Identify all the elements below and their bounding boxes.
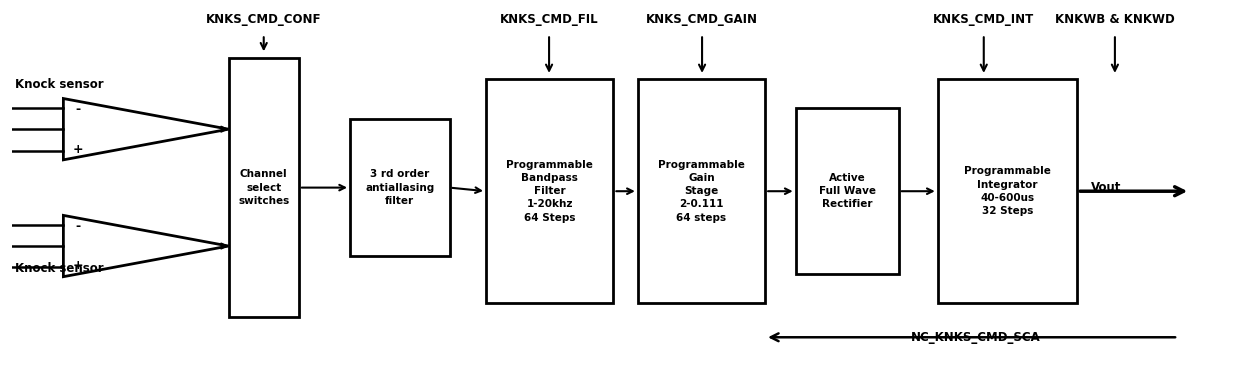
Text: -: -: [76, 220, 81, 233]
Text: Active
Full Wave
Rectifier: Active Full Wave Rectifier: [819, 173, 876, 209]
Text: KNKS_CMD_GAIN: KNKS_CMD_GAIN: [646, 13, 758, 26]
Text: Programmable
Bandpass
Filter
1-20khz
64 Steps: Programmable Bandpass Filter 1-20khz 64 …: [507, 160, 593, 223]
Bar: [638, 79, 766, 303]
Text: KNKS_CMD_CONF: KNKS_CMD_CONF: [206, 13, 321, 26]
Text: Knock sensor: Knock sensor: [15, 78, 103, 91]
Text: KNKS_CMD_INT: KNKS_CMD_INT: [933, 13, 1035, 26]
Text: KNKWB & KNKWD: KNKWB & KNKWD: [1056, 13, 1175, 26]
Text: KNKS_CMD_FIL: KNKS_CMD_FIL: [499, 13, 598, 26]
Text: NC_KNKS_CMD_SCA: NC_KNKS_CMD_SCA: [911, 331, 1041, 344]
Text: Channel
select
switches: Channel select switches: [238, 169, 290, 206]
Bar: [486, 79, 613, 303]
Bar: [795, 108, 898, 274]
Text: +: +: [73, 143, 83, 156]
Text: +: +: [73, 259, 83, 272]
Text: Programmable
Integrator
40-600us
32 Steps: Programmable Integrator 40-600us 32 Step…: [964, 166, 1051, 216]
Text: 3 rd order
antiallasing
filter: 3 rd order antiallasing filter: [366, 169, 435, 206]
Text: Knock sensor: Knock sensor: [15, 262, 103, 275]
Text: Programmable
Gain
Stage
2-0.111
64 steps: Programmable Gain Stage 2-0.111 64 steps: [658, 160, 745, 223]
Text: -: -: [76, 103, 81, 116]
Bar: [228, 58, 299, 318]
Bar: [349, 119, 450, 256]
Bar: [938, 79, 1077, 303]
Text: Vout: Vout: [1090, 181, 1121, 194]
